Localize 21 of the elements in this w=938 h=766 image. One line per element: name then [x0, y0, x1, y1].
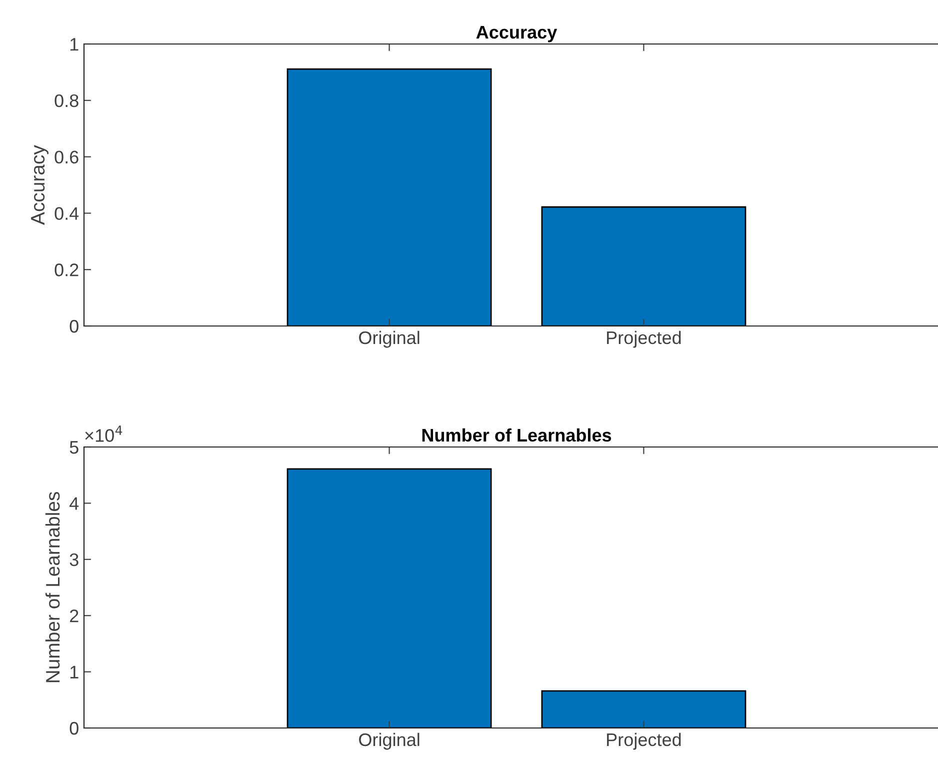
y-tick-label: 1 [70, 38, 78, 51]
y-tick-label: 1 [70, 666, 78, 678]
x-tick-label: Original [359, 732, 420, 750]
y-tick-label: 0.6 [54, 150, 78, 164]
text: ×10$^{4}$ [85, 426, 122, 442]
y-tick-label: 0.2 [54, 264, 78, 276]
x-tick-label: Projected [607, 732, 681, 750]
y-axis-title: Accuracy [31, 145, 48, 225]
y-tick-label: 0 [70, 722, 78, 735]
y-tick-label: 0 [70, 320, 78, 333]
y-tick-label: 2 [70, 610, 78, 622]
x-tick-label: Projected [607, 330, 681, 348]
chart-title: Number of Learnables [422, 428, 612, 442]
y-tick-label: 3 [70, 553, 78, 566]
y-tick-label: 5 [70, 441, 78, 454]
y-tick-label: 0.8 [54, 94, 78, 108]
x-tick-label: Original [359, 330, 420, 348]
chart-title: Accuracy [476, 26, 558, 42]
y-tick-label: 4 [70, 497, 79, 510]
y-tick-label: 0.4 [54, 207, 79, 220]
y-axis-title: Number of Learnables [45, 492, 60, 682]
